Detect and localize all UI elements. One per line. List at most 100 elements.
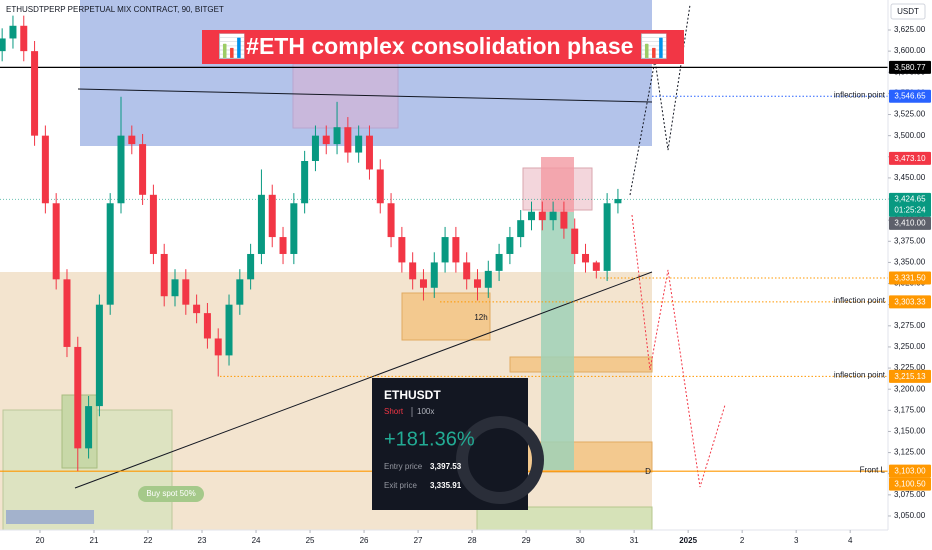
y-tick-label: 3,200.00	[894, 384, 926, 393]
time-axis	[0, 530, 932, 550]
x-tick-label: 21	[90, 536, 99, 545]
price-label-box	[889, 271, 931, 285]
candle	[495, 253, 503, 271]
candle	[473, 279, 481, 288]
x-tick-label: 4	[848, 536, 853, 545]
trade-card: ETHUSDT Short 100x +181.36% Entry price …	[372, 378, 544, 510]
y-tick-label: 3,500.00	[894, 131, 926, 140]
x-tick-label: 28	[468, 536, 477, 545]
candle	[603, 203, 611, 271]
candle	[409, 262, 417, 280]
price-label: 3,424.65	[894, 195, 926, 204]
currency[interactable]: USDT	[897, 7, 919, 16]
y-tick-label: 3,225.00	[894, 363, 926, 372]
price-label-box	[889, 477, 931, 491]
card-bg	[372, 378, 528, 510]
candle	[301, 161, 309, 204]
x-tick-label: 29	[522, 536, 531, 545]
level-note: Front L	[860, 465, 886, 474]
price-label-box	[889, 60, 931, 74]
candle	[52, 203, 60, 280]
y-tick-label: 3,350.00	[894, 258, 926, 267]
candle	[257, 194, 265, 254]
projection	[631, 214, 726, 488]
annotation: D	[645, 467, 651, 476]
candle	[614, 199, 622, 204]
price-label: 3,473.10	[894, 154, 926, 163]
candle	[560, 211, 568, 229]
y-tick-label: 3,625.00	[894, 25, 926, 34]
card-exit: 3,335.91	[430, 481, 462, 490]
annotation: 12h	[474, 313, 487, 322]
candle	[171, 279, 179, 297]
candle	[31, 51, 39, 136]
price-label-box	[889, 369, 931, 383]
zone	[509, 356, 653, 373]
candle	[419, 279, 427, 288]
price-label-box	[889, 89, 931, 103]
x-tick-label: 22	[144, 536, 153, 545]
candle	[182, 279, 190, 305]
trend-line	[74, 271, 653, 489]
candle	[74, 346, 82, 449]
candle	[430, 262, 438, 288]
candle	[225, 304, 233, 356]
label-box	[138, 486, 204, 502]
y-tick-label: 3,600.00	[894, 46, 926, 55]
price-label: 3,580.77	[894, 63, 926, 72]
candle	[0, 38, 6, 52]
candle	[85, 406, 93, 449]
candle	[247, 253, 255, 280]
candle	[41, 135, 49, 204]
y-tick-label: 3,125.00	[894, 448, 926, 457]
candle	[387, 203, 395, 238]
candle	[549, 211, 557, 221]
candle	[355, 135, 363, 153]
trend-line	[77, 88, 653, 103]
candle	[63, 279, 71, 347]
candle	[441, 237, 449, 263]
annotation: Buy spot 50%	[146, 489, 195, 498]
price-label-box	[889, 216, 931, 230]
candle	[160, 253, 168, 297]
x-tick-label: 31	[630, 536, 639, 545]
price-label-box	[889, 192, 931, 217]
candle	[582, 253, 590, 263]
candle	[398, 237, 406, 263]
card-exit-label: Exit price	[384, 481, 417, 490]
x-tick-label: 2	[740, 536, 745, 545]
card-entry-label: Entry price	[384, 462, 423, 471]
candle	[463, 262, 471, 280]
price-label: 3,410.00	[894, 219, 926, 228]
candle	[592, 262, 600, 271]
candle	[333, 127, 341, 145]
candle	[128, 135, 136, 145]
projection	[629, 4, 691, 196]
card-pnl: +181.36%	[384, 428, 475, 450]
y-tick-label: 3,275.00	[894, 321, 926, 330]
x-tick-label: 20	[36, 536, 45, 545]
x-tick-label: 3	[794, 536, 799, 545]
card-leverage: 100x	[417, 407, 434, 416]
candle	[344, 127, 352, 153]
candle	[268, 194, 276, 238]
level-note: inflection point	[834, 296, 886, 305]
price-label-box	[889, 295, 931, 309]
currency-button[interactable]	[890, 3, 926, 20]
candle	[571, 228, 579, 254]
price-label-box	[889, 464, 931, 478]
candle	[484, 270, 492, 288]
x-tick-label: 2025	[679, 536, 697, 545]
y-tick-label: 3,525.00	[894, 110, 926, 119]
y-tick-label: 3,375.00	[894, 236, 926, 245]
candle	[506, 237, 514, 254]
candle	[203, 313, 211, 339]
candle	[214, 338, 222, 356]
profit-zone	[541, 212, 574, 470]
y-tick-label: 3,450.00	[894, 173, 926, 182]
chart-title: ETHUSDTPERP PERPETUAL MIX CONTRACT, 90, …	[6, 5, 224, 14]
x-tick-label: 25	[306, 536, 315, 545]
candle	[452, 237, 460, 263]
candle	[311, 135, 319, 162]
